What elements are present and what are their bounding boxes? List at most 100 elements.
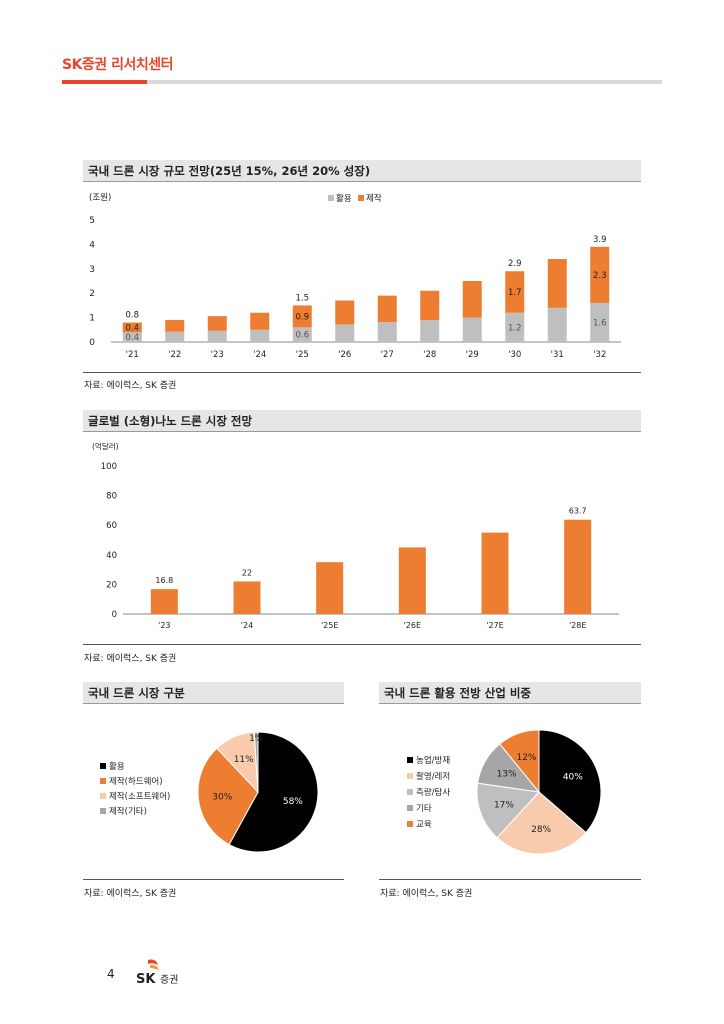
bar-usage [122,332,142,342]
manufacturing-value-label: 0.9 [295,312,309,322]
bar-usage [590,302,610,342]
x-tick-label: '22 [168,350,181,360]
chart1-source: 자료: 에이럭스, SK 증권 [84,381,177,391]
x-tick-label: '27E [486,621,503,630]
usage-value-label: 1.2 [508,323,522,333]
legend-label: 제작(기타) [109,807,147,817]
legend-item: 교육 [407,818,432,830]
footer-logo-text: 증권 [160,974,178,986]
chart3-title: 국내 드론 시장 구분 [83,682,344,704]
footer-logo: SK 증권 [134,956,194,990]
chart2-unit-label: (억달러) [92,442,119,451]
bar-manufacturing [547,259,567,308]
bar [481,532,509,614]
manufacturing-value-label: 1.7 [508,288,522,298]
bar-usage [335,324,355,342]
chart3-bottom-rule [83,879,344,880]
y-tick-label: 3 [89,265,95,275]
legend-item: 촬영/레저 [407,770,450,782]
header-accent-bar [62,80,147,84]
legend-swatch [100,807,106,814]
legend-swatch [100,762,106,769]
pie-slice [197,747,259,846]
value-label: 16.8 [155,576,173,585]
bar-manufacturing [420,290,440,321]
header-rule [147,80,662,84]
pie-value-label: 1% [249,734,264,744]
y-tick-label: 20 [106,580,117,590]
bar-manufacturing [207,316,227,331]
y-tick-label: 1 [89,314,95,324]
bar-manufacturing [590,246,610,303]
bar-usage [420,320,440,342]
x-tick-label: '31 [551,350,564,360]
chart1-title: 국내 드론 시장 규모 전망(25년 15%, 26년 20% 성장) [83,160,641,182]
x-tick-label: '26 [338,350,351,360]
total-label: 3.9 [593,235,607,245]
pie-slice [228,731,319,853]
legend-swatch [407,820,413,827]
x-tick-label: '30 [508,350,521,360]
legend-label: 농업/방재 [416,756,451,766]
manufacturing-value-label: 2.3 [593,271,607,281]
legend-swatch [407,772,413,779]
bar-manufacturing [165,320,185,332]
bar-manufacturing [335,300,355,325]
legend-swatch-manufacturing [358,195,364,201]
legend-label-manufacturing: 제작 [366,193,382,204]
y-tick-label: 60 [106,521,117,531]
pie-value-label: 30% [212,793,232,803]
manufacturing-value-label: 0.4 [125,323,139,333]
bar-usage [292,327,312,342]
bar-manufacturing [377,295,397,322]
chart2-svg: (억달러) 0 20 40 60 80 100 '23 16.8 '24 22 '25E '26E '27… [92,442,619,630]
chart2-bottom-rule [83,644,641,645]
total-label: 2.9 [508,259,522,269]
chart3-svg: 58% 30% 11% 1% [197,731,319,853]
bar [316,562,344,614]
chart4-panel: 농업/방재 촬영/레저 측량/탐사 기타 교육 40% 28% 17% 13% 12% [379,704,641,878]
legend-label: 제작(소프트웨어) [109,792,171,802]
legend-swatch [100,792,106,799]
pie-value-label: 12% [516,753,536,763]
bar [564,519,592,614]
legend-label: 활용 [109,762,125,772]
legend-swatch [407,788,413,795]
bar-usage [505,312,525,342]
bar-usage [165,331,185,342]
chart4-title: 국내 드론 활용 전방 산업 비중 [379,682,641,704]
pie-value-label: 58% [283,797,303,807]
x-tick-label: '23 [158,621,170,630]
chart2-title: 글로벌 (소형)나노 드론 시장 전망 [83,410,641,432]
y-tick-label: 5 [89,216,95,226]
x-tick-label: '24 [253,350,266,360]
bar-manufacturing [122,322,142,333]
bar [233,581,261,614]
bar-usage [207,330,227,342]
y-tick-label: 2 [89,289,95,299]
pie-slice [538,729,602,834]
bar-usage [462,317,482,342]
legend-label: 촬영/레저 [416,772,451,782]
x-tick-label: '24 [241,621,253,630]
page-number: 4 [107,967,115,981]
sk-logo-icon: SK 증권 [136,959,178,987]
x-tick-label: '25E [321,621,338,630]
x-tick-label: '32 [593,350,606,360]
pie-slice [496,791,587,855]
total-label: 0.8 [125,310,139,320]
chart4-source: 자료: 에이럭스, SK 증권 [380,889,473,899]
legend-swatch [407,804,413,811]
x-tick-label: '26E [404,621,421,630]
pie-value-label: 13% [497,770,517,780]
bar-manufacturing [292,305,312,328]
x-tick-label: '27 [381,350,394,360]
chart3-source: 자료: 에이럭스, SK 증권 [84,889,177,899]
legend-item: 제작(하드웨어) [100,775,163,787]
x-tick-label: '21 [126,350,139,360]
legend-label: 교육 [416,820,432,830]
legend-label: 기타 [416,804,432,814]
legend-swatch [100,777,106,784]
x-tick-label: '23 [211,350,224,360]
y-tick-label: 0 [89,338,95,348]
